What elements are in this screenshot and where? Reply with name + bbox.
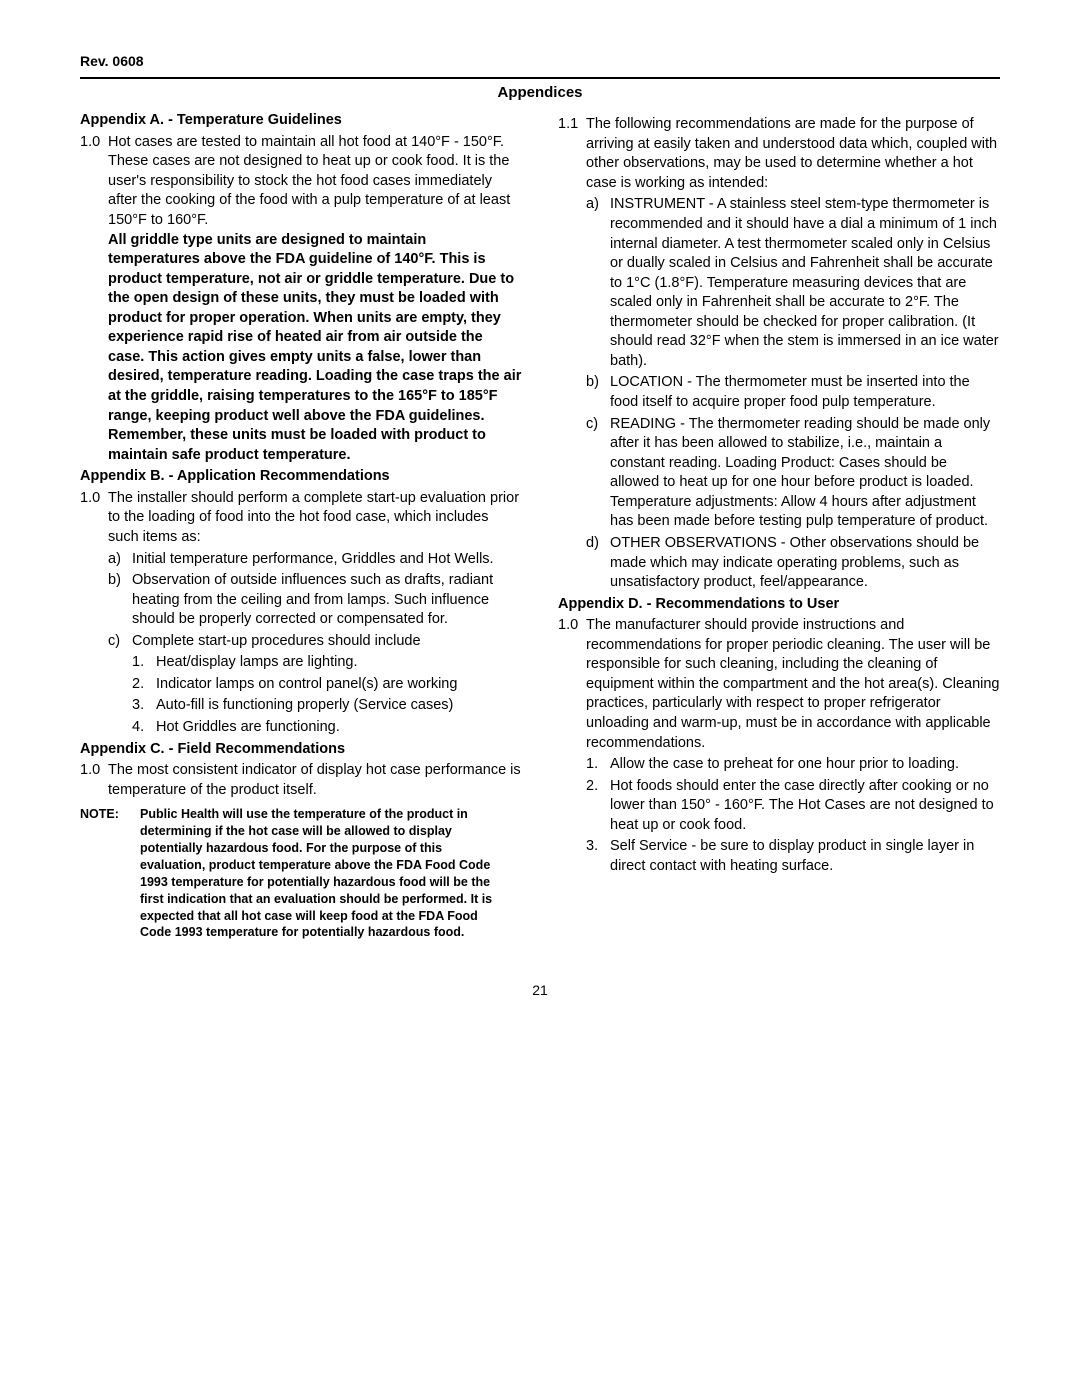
appB-item-1: 1.0 The installer should perform a compl… <box>80 489 522 738</box>
appB-c1: 1. Heat/display lamps are lighting. <box>132 653 522 673</box>
subnum-content: Allow the case to preheat for one hour p… <box>610 755 1000 775</box>
content-columns: Appendix A. - Temperature Guidelines 1.0… <box>80 109 1000 941</box>
appC-note: NOTE: Public Health will use the tempera… <box>80 806 522 941</box>
revision-label: Rev. 0608 <box>80 52 1000 71</box>
appD-item-1: 1.0 The manufacturer should provide inst… <box>558 616 1000 876</box>
appB-a: a) Initial temperature performance, Grid… <box>108 550 522 570</box>
appendix-d-heading: Appendix D. - Recommendations to User <box>558 595 1000 615</box>
subnum-label: 3. <box>132 696 156 716</box>
subnum-label: 2. <box>132 675 156 695</box>
appB-c-text: Complete start-up procedures should incl… <box>132 633 421 649</box>
num-content: The installer should perform a complete … <box>108 489 522 738</box>
appC-item-1: 1.0 The most consistent indicator of dis… <box>80 761 522 800</box>
num-content: The most consistent indicator of display… <box>108 761 522 800</box>
appC-b: b) LOCATION - The thermometer must be in… <box>586 373 1000 412</box>
alpha-label: c) <box>108 632 132 652</box>
subnum-label: 1. <box>586 755 610 775</box>
subnum-content: Hot Griddles are functioning. <box>156 718 522 738</box>
appendix-b-heading: Appendix B. - Application Recommendation… <box>80 467 522 487</box>
subnum-content: Auto-fill is functioning properly (Servi… <box>156 696 522 716</box>
appB-c4: 4. Hot Griddles are functioning. <box>132 718 522 738</box>
appC-11-intro: The following recommendations are made f… <box>586 115 1000 193</box>
subnum-content: Indicator lamps on control panel(s) are … <box>156 675 522 695</box>
appC-d: d) OTHER OBSERVATIONS - Other observatio… <box>586 534 1000 593</box>
note-content: Public Health will use the temperature o… <box>140 806 522 941</box>
appA-intro: Hot cases are tested to maintain all hot… <box>108 134 510 228</box>
subnum-label: 4. <box>132 718 156 738</box>
num-label: 1.0 <box>558 616 586 876</box>
subnum-content: Heat/display lamps are lighting. <box>156 653 522 673</box>
alpha-label: b) <box>108 571 132 630</box>
num-content: The following recommendations are made f… <box>586 115 1000 593</box>
appB-c3: 3. Auto-fill is functioning properly (Se… <box>132 696 522 716</box>
alpha-content: INSTRUMENT - A stainless steel stem-type… <box>610 195 1000 371</box>
num-label: 1.0 <box>80 761 108 800</box>
appC-c: c) READING - The thermometer reading sho… <box>586 415 1000 532</box>
alpha-label: a) <box>108 550 132 570</box>
horizontal-rule <box>80 77 1000 79</box>
num-content: The manufacturer should provide instruct… <box>586 616 1000 876</box>
subnum-label: 1. <box>132 653 156 673</box>
subnum-label: 2. <box>586 777 610 836</box>
subnum-content: Self Service - be sure to display produc… <box>610 837 1000 876</box>
alpha-label: d) <box>586 534 610 593</box>
appendix-a-heading: Appendix A. - Temperature Guidelines <box>80 111 522 131</box>
appD-1: 1. Allow the case to preheat for one hou… <box>586 755 1000 775</box>
subnum-label: 3. <box>586 837 610 876</box>
alpha-content: Observation of outside influences such a… <box>132 571 522 630</box>
num-content: Hot cases are tested to maintain all hot… <box>108 133 522 466</box>
appD-3: 3. Self Service - be sure to display pro… <box>586 837 1000 876</box>
appD-intro: The manufacturer should provide instruct… <box>586 616 1000 753</box>
num-label: 1.1 <box>558 115 586 593</box>
page-title: Appendices <box>80 83 1000 103</box>
appendix-c-heading: Appendix C. - Field Recommendations <box>80 740 522 760</box>
appD-2: 2. Hot foods should enter the case direc… <box>586 777 1000 836</box>
alpha-content: Initial temperature performance, Griddle… <box>132 550 522 570</box>
alpha-content: OTHER OBSERVATIONS - Other observations … <box>610 534 1000 593</box>
alpha-content: READING - The thermometer reading should… <box>610 415 1000 532</box>
page-number: 21 <box>80 981 1000 1000</box>
num-label: 1.0 <box>80 133 108 466</box>
note-label: NOTE: <box>80 806 140 941</box>
alpha-content: Complete start-up procedures should incl… <box>132 632 522 652</box>
alpha-label: a) <box>586 195 610 371</box>
appB-intro: The installer should perform a complete … <box>108 489 522 548</box>
alpha-content: LOCATION - The thermometer must be inser… <box>610 373 1000 412</box>
appB-c2: 2. Indicator lamps on control panel(s) a… <box>132 675 522 695</box>
appB-b: b) Observation of outside influences suc… <box>108 571 522 630</box>
appA-item-1: 1.0 Hot cases are tested to maintain all… <box>80 133 522 466</box>
alpha-label: b) <box>586 373 610 412</box>
appC-a: a) INSTRUMENT - A stainless steel stem-t… <box>586 195 1000 371</box>
alpha-label: c) <box>586 415 610 532</box>
appC-c-text: READING - The thermometer reading should… <box>610 416 990 491</box>
appC-c-extra: Temperature adjustments: Allow 4 hours a… <box>610 494 988 530</box>
num-label: 1.0 <box>80 489 108 738</box>
appB-c: c) Complete start-up procedures should i… <box>108 632 522 652</box>
appA-bold: All griddle type units are designed to m… <box>108 232 521 463</box>
appC-item-11: 1.1 The following recommendations are ma… <box>558 115 1000 593</box>
subnum-content: Hot foods should enter the case directly… <box>610 777 1000 836</box>
